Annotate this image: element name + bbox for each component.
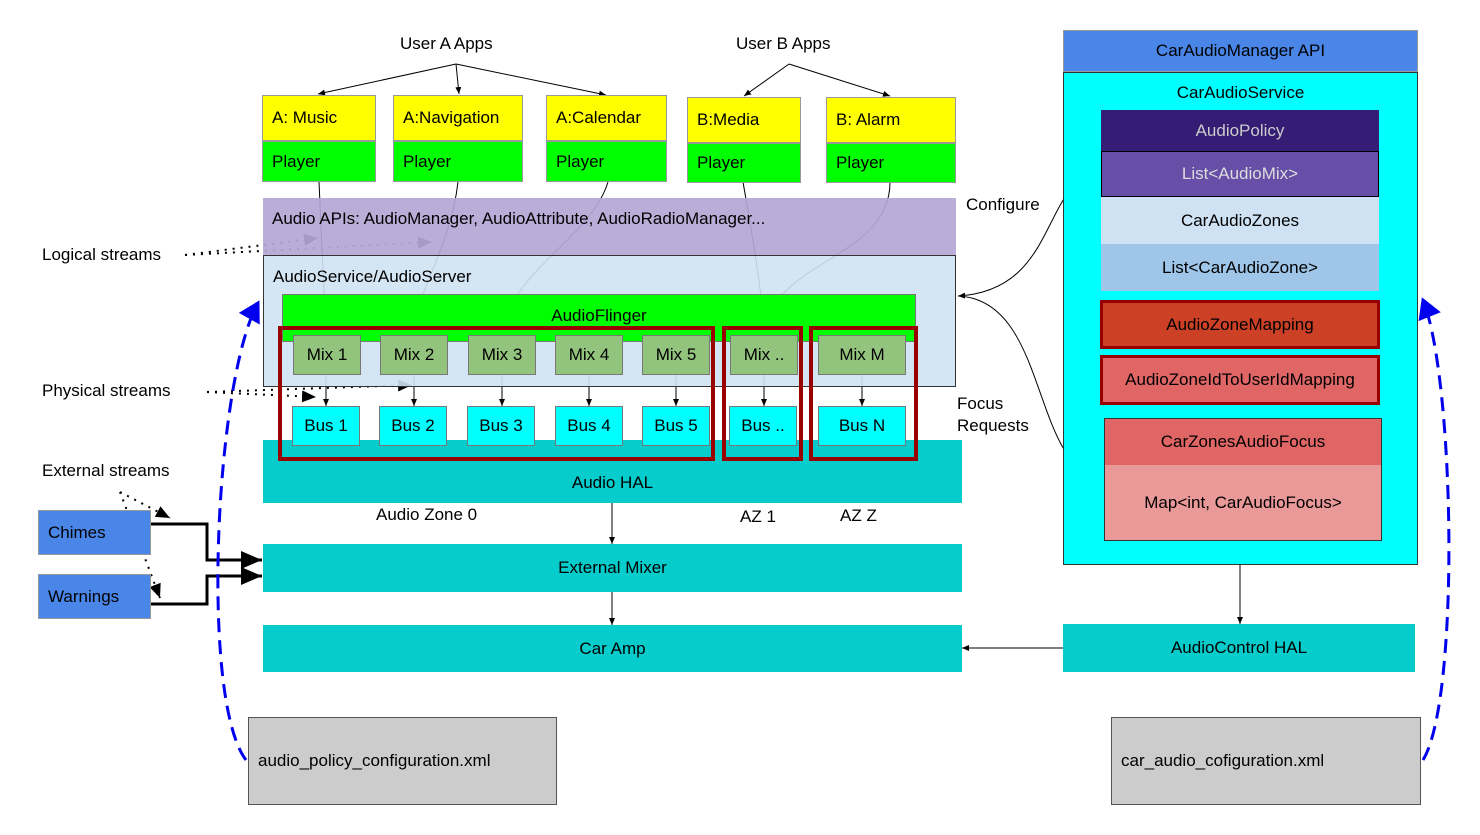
app-music: A: Music bbox=[262, 95, 376, 141]
mix-1: Mix 1 bbox=[293, 335, 361, 375]
mix-2: Mix 2 bbox=[380, 335, 448, 375]
mix-n: Mix .. bbox=[730, 335, 798, 375]
player-media: Player bbox=[687, 143, 801, 183]
mix-3: Mix 3 bbox=[468, 335, 536, 375]
bus-5: Bus 5 bbox=[642, 406, 710, 446]
bus-n: Bus .. bbox=[729, 406, 797, 446]
requests-label: Requests bbox=[957, 416, 1029, 435]
app-media: B:Media bbox=[687, 97, 801, 143]
mix-4: Mix 4 bbox=[555, 335, 623, 375]
car-zones-audio-focus: CarZonesAudioFocus bbox=[1104, 418, 1382, 465]
bus-1: Bus 1 bbox=[292, 406, 360, 446]
az-z-label: AZ Z bbox=[840, 506, 877, 525]
external-mixer: External Mixer bbox=[263, 544, 962, 592]
audio-zone-z-box bbox=[809, 326, 918, 461]
audio-zone-0-label: Audio Zone 0 bbox=[376, 505, 478, 524]
physical-streams-label: Physical streams bbox=[42, 381, 171, 400]
player-music: Player bbox=[262, 141, 376, 182]
focus-map: Map<int, CarAudioFocus> bbox=[1104, 465, 1382, 541]
audio-zone-id-to-user-id-mapping: AudioZoneIdToUserIdMapping bbox=[1100, 355, 1380, 405]
warnings-source: Warnings bbox=[38, 574, 151, 619]
app-calendar: A:Calendar bbox=[546, 95, 667, 141]
logical-streams-label: Logical streams bbox=[42, 245, 162, 264]
audio-zone-mapping: AudioZoneMapping bbox=[1100, 300, 1380, 349]
audio-apis-layer: Audio APIs: AudioManager, AudioAttribute… bbox=[263, 198, 956, 255]
chimes-source: Chimes bbox=[38, 510, 151, 555]
app-alarm: B: Alarm bbox=[826, 97, 956, 143]
bus-4: Bus 4 bbox=[555, 406, 623, 446]
audio-zone-1-box bbox=[722, 326, 803, 461]
audio-control-hal: AudioControl HAL bbox=[1063, 624, 1415, 672]
audio-zone-0-box bbox=[278, 326, 715, 461]
bus-last: Bus N bbox=[818, 406, 906, 446]
user-b-apps-label: User B Apps bbox=[736, 34, 831, 53]
car-amp: Car Amp bbox=[263, 625, 962, 672]
audio-hal: Audio HAL bbox=[263, 440, 962, 503]
mix-5: Mix 5 bbox=[642, 335, 710, 375]
list-car-audio-zone: List<CarAudioZone> bbox=[1101, 244, 1379, 291]
configure-label: Configure bbox=[966, 195, 1040, 214]
player-calendar: Player bbox=[546, 141, 667, 182]
bus-2: Bus 2 bbox=[379, 406, 447, 446]
car-audio-zones: CarAudioZones bbox=[1101, 197, 1379, 244]
external-streams-label: External streams bbox=[42, 461, 170, 480]
audio-policy-config-file: audio_policy_configuration.xml bbox=[248, 717, 557, 805]
bus-3: Bus 3 bbox=[467, 406, 535, 446]
car-audio-manager-api: CarAudioManager API bbox=[1063, 30, 1418, 72]
mix-m: Mix M bbox=[818, 335, 906, 375]
user-a-apps-label: User A Apps bbox=[400, 34, 493, 53]
car-audio-config-file: car_audio_cofiguration.xml bbox=[1111, 717, 1421, 805]
list-audio-mix: List<AudioMix> bbox=[1101, 151, 1379, 197]
audio-policy: AudioPolicy bbox=[1101, 110, 1379, 151]
player-alarm: Player bbox=[826, 143, 956, 183]
focus-label: Focus bbox=[957, 394, 1004, 413]
app-navigation: A:Navigation bbox=[393, 95, 523, 141]
player-navigation: Player bbox=[393, 141, 523, 182]
az-1-label: AZ 1 bbox=[740, 507, 776, 526]
